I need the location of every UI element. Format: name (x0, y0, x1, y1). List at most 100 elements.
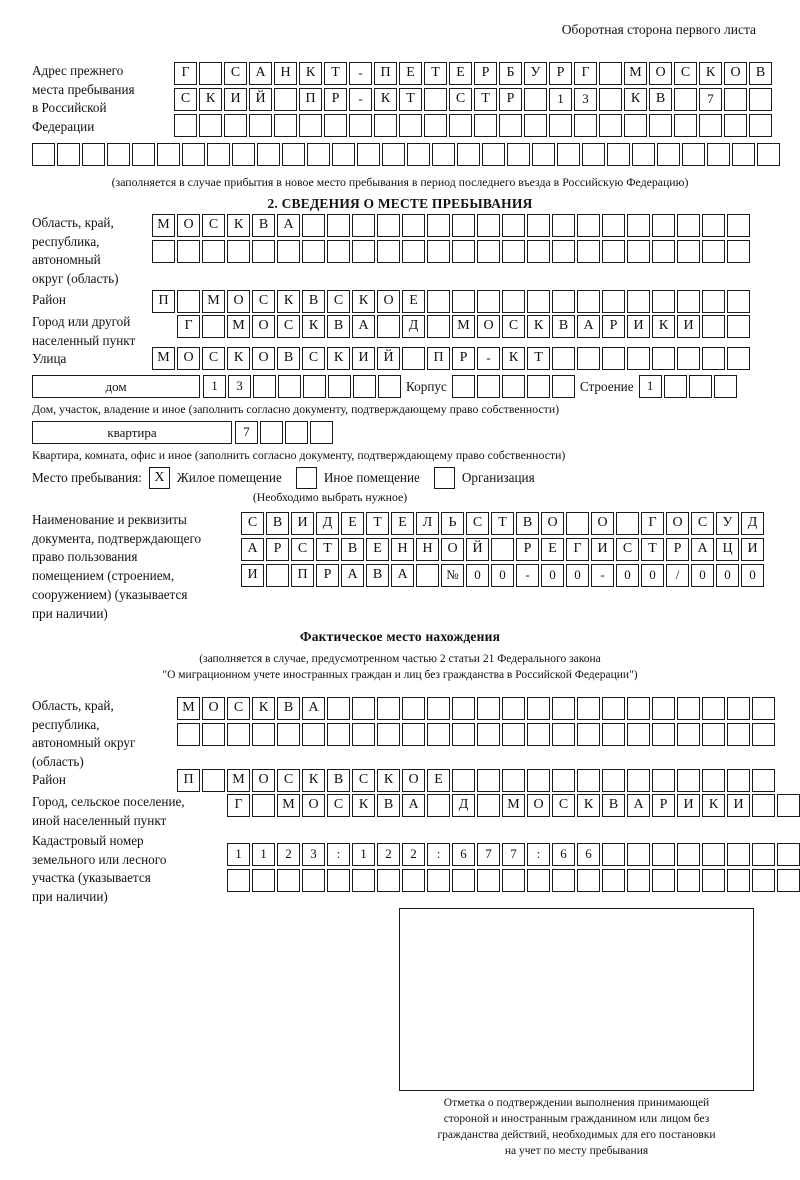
char-cell[interactable]: 1 (352, 843, 375, 866)
char-cell[interactable] (577, 347, 600, 370)
char-cell[interactable]: Р (324, 88, 347, 111)
char-cell[interactable]: Й (249, 88, 272, 111)
char-cell[interactable] (557, 143, 580, 166)
char-cell[interactable] (677, 723, 700, 746)
char-cell[interactable] (252, 723, 275, 746)
char-cell[interactable] (627, 843, 650, 866)
char-cell[interactable] (552, 347, 575, 370)
char-cell[interactable]: А (352, 315, 375, 338)
char-cell[interactable]: П (299, 88, 322, 111)
char-cell[interactable]: И (727, 794, 750, 817)
char-cell[interactable] (663, 375, 687, 398)
char-cell[interactable] (652, 290, 675, 313)
char-cell[interactable] (477, 769, 500, 792)
char-cell[interactable] (627, 240, 650, 263)
char-cell[interactable] (427, 697, 450, 720)
char-cell[interactable] (491, 538, 514, 561)
char-cell[interactable]: 3 (574, 88, 597, 111)
char-cell[interactable]: 6 (552, 843, 575, 866)
char-cell[interactable] (424, 88, 447, 111)
char-cell[interactable] (727, 869, 750, 892)
char-cell[interactable]: Г (566, 538, 589, 561)
char-cell[interactable]: В (266, 512, 289, 535)
char-cell[interactable] (677, 290, 700, 313)
char-cell[interactable]: Ь (441, 512, 464, 535)
char-cell[interactable] (752, 843, 775, 866)
char-cell[interactable] (452, 697, 475, 720)
char-cell[interactable]: Й (466, 538, 489, 561)
char-cell[interactable] (577, 869, 600, 892)
char-cell[interactable] (599, 88, 622, 111)
char-cell[interactable] (302, 214, 325, 237)
char-cell[interactable] (752, 794, 775, 817)
char-cell[interactable] (427, 794, 450, 817)
char-cell[interactable] (602, 769, 625, 792)
char-cell[interactable] (299, 114, 322, 137)
char-cell[interactable]: С (224, 62, 247, 85)
char-cell[interactable] (302, 240, 325, 263)
char-cell[interactable] (707, 143, 730, 166)
char-cell[interactable] (627, 769, 650, 792)
char-cell[interactable]: Т (641, 538, 664, 561)
char-cell[interactable] (727, 290, 750, 313)
char-cell[interactable] (377, 723, 400, 746)
char-cell[interactable] (378, 375, 401, 398)
char-cell[interactable]: О (666, 512, 689, 535)
char-cell[interactable]: К (652, 315, 675, 338)
char-cell[interactable] (382, 143, 405, 166)
char-cell[interactable] (602, 240, 625, 263)
char-cell[interactable]: Р (652, 794, 675, 817)
char-cell[interactable]: Е (399, 62, 422, 85)
char-cell[interactable]: К (302, 769, 325, 792)
stamp-box[interactable] (399, 908, 754, 1091)
prev-address-overflow-cell-row[interactable] (32, 143, 780, 166)
char-cell[interactable] (278, 375, 301, 398)
char-cell[interactable]: М (152, 347, 175, 370)
char-cell[interactable]: 3 (302, 843, 325, 866)
char-cell[interactable]: 7 (477, 843, 500, 866)
char-cell[interactable] (402, 240, 425, 263)
char-cell[interactable] (477, 794, 500, 817)
char-cell[interactable]: - (349, 62, 372, 85)
char-cell[interactable]: С (691, 512, 714, 535)
char-cell[interactable] (424, 114, 447, 137)
document-cell-row[interactable]: И П Р А В А № 0 0-0 0-0 0/0 0 0 (241, 564, 764, 587)
char-cell[interactable] (302, 723, 325, 746)
char-cell[interactable] (202, 723, 225, 746)
char-cell[interactable] (577, 240, 600, 263)
char-cell[interactable] (502, 240, 525, 263)
char-cell[interactable]: / (666, 564, 689, 587)
char-cell[interactable] (224, 114, 247, 137)
char-cell[interactable]: К (577, 794, 600, 817)
char-cell[interactable]: К (352, 290, 375, 313)
char-cell[interactable] (577, 769, 600, 792)
char-cell[interactable] (652, 240, 675, 263)
char-cell[interactable] (632, 143, 655, 166)
char-cell[interactable] (702, 869, 725, 892)
char-cell[interactable] (374, 114, 397, 137)
char-cell[interactable]: В (602, 794, 625, 817)
char-cell[interactable] (749, 88, 772, 111)
char-cell[interactable] (157, 143, 180, 166)
char-cell[interactable]: В (277, 347, 300, 370)
char-cell[interactable] (607, 143, 630, 166)
char-cell[interactable] (577, 697, 600, 720)
char-cell[interactable] (527, 769, 550, 792)
char-cell[interactable] (199, 62, 222, 85)
char-cell[interactable] (252, 794, 275, 817)
char-cell[interactable]: А (302, 697, 325, 720)
char-cell[interactable] (199, 114, 222, 137)
char-cell[interactable] (307, 143, 330, 166)
char-cell[interactable]: С (352, 769, 375, 792)
char-cell[interactable] (427, 723, 450, 746)
char-cell[interactable] (349, 114, 372, 137)
char-cell[interactable]: П (427, 347, 450, 370)
char-cell[interactable] (249, 114, 272, 137)
